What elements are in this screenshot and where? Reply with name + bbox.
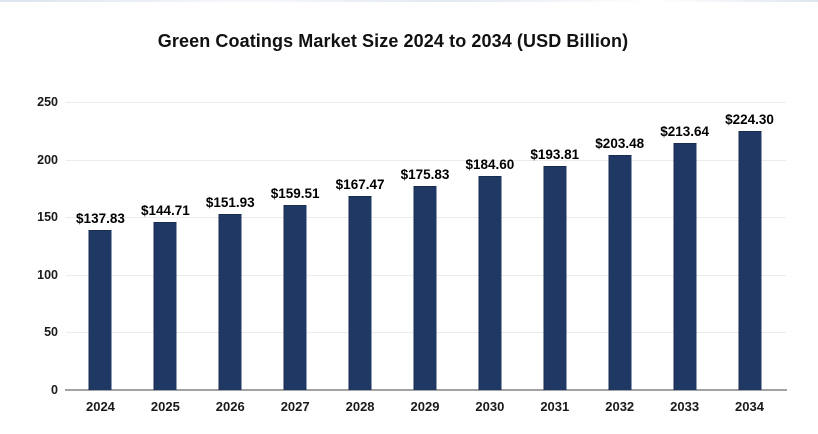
bar-slot: $144.71 — [133, 102, 198, 390]
bar-value-label: $167.47 — [335, 177, 385, 192]
bar — [543, 166, 567, 390]
bar — [413, 186, 437, 390]
bar-value-label: $159.51 — [270, 186, 320, 201]
bar — [283, 205, 307, 390]
bar-value-label: $193.81 — [530, 147, 580, 162]
chart-title: Green Coatings Market Size 2024 to 2034 … — [157, 31, 629, 51]
y-tick-label: 0 — [51, 383, 58, 397]
bar — [218, 214, 242, 390]
bar-slot: $175.83 — [393, 102, 458, 390]
bar-value-label: $151.93 — [205, 195, 255, 210]
x-tick-label: 2030 — [475, 399, 505, 414]
x-tick-label: 2031 — [540, 399, 570, 414]
x-tick-label: 2029 — [410, 399, 440, 414]
x-tick-label: 2032 — [605, 399, 635, 414]
y-axis: 0 50 100 150 200 250 — [20, 95, 58, 397]
bar-value-label: $144.71 — [140, 203, 190, 218]
x-axis: 2024 2025 2026 2027 2028 2029 2030 2031 2032 2033… — [68, 399, 782, 415]
y-tick-label: 50 — [44, 325, 58, 340]
plot-area: $137.83 $144.71 $151.93 $159.51 $167.47 $175.… — [65, 102, 787, 391]
bar-slot: $167.47 — [328, 102, 393, 390]
bar — [88, 230, 112, 390]
y-tick-label: 200 — [37, 152, 58, 167]
x-tick-label: 2024 — [85, 399, 115, 414]
bar-value-label: $203.48 — [595, 136, 645, 151]
bar — [608, 155, 632, 390]
top-edge-decoration — [0, 0, 818, 2]
x-axis-line — [65, 389, 787, 391]
bar — [153, 222, 177, 390]
bar-slot: $203.48 — [587, 102, 652, 390]
y-tick-label: 100 — [37, 267, 58, 282]
x-tick-label: 2026 — [215, 399, 245, 414]
bar-slot: $193.81 — [522, 102, 587, 390]
bar-slot: $213.64 — [652, 102, 717, 390]
bar — [673, 143, 697, 390]
x-tick-label: 2034 — [735, 399, 764, 414]
bar-value-label: $224.30 — [725, 112, 774, 127]
y-tick-label: 150 — [37, 210, 58, 225]
bar-value-label: $184.60 — [465, 157, 515, 172]
x-tick-label: 2027 — [280, 399, 310, 414]
bars-row: $137.83 $144.71 $151.93 $159.51 $167.47 $175.… — [68, 102, 782, 390]
gridline — [66, 159, 786, 161]
bar-slot: $137.83 — [68, 102, 133, 390]
bar-slot: $224.30 — [717, 102, 782, 390]
bar — [478, 176, 502, 390]
bar-value-label: $137.83 — [76, 211, 125, 226]
bar-slot: $184.60 — [457, 102, 522, 390]
bar — [738, 131, 762, 390]
x-tick-label: 2028 — [345, 399, 375, 414]
y-tick-label: 250 — [37, 95, 58, 109]
bar-value-label: $175.83 — [400, 167, 450, 182]
bar-slot: $151.93 — [198, 102, 263, 390]
gridline — [66, 102, 786, 103]
bar — [348, 196, 372, 390]
bar-value-label: $213.64 — [660, 124, 710, 139]
x-tick-label: 2025 — [150, 399, 180, 414]
x-tick-label: 2033 — [670, 399, 700, 414]
bar-slot: $159.51 — [263, 102, 328, 390]
